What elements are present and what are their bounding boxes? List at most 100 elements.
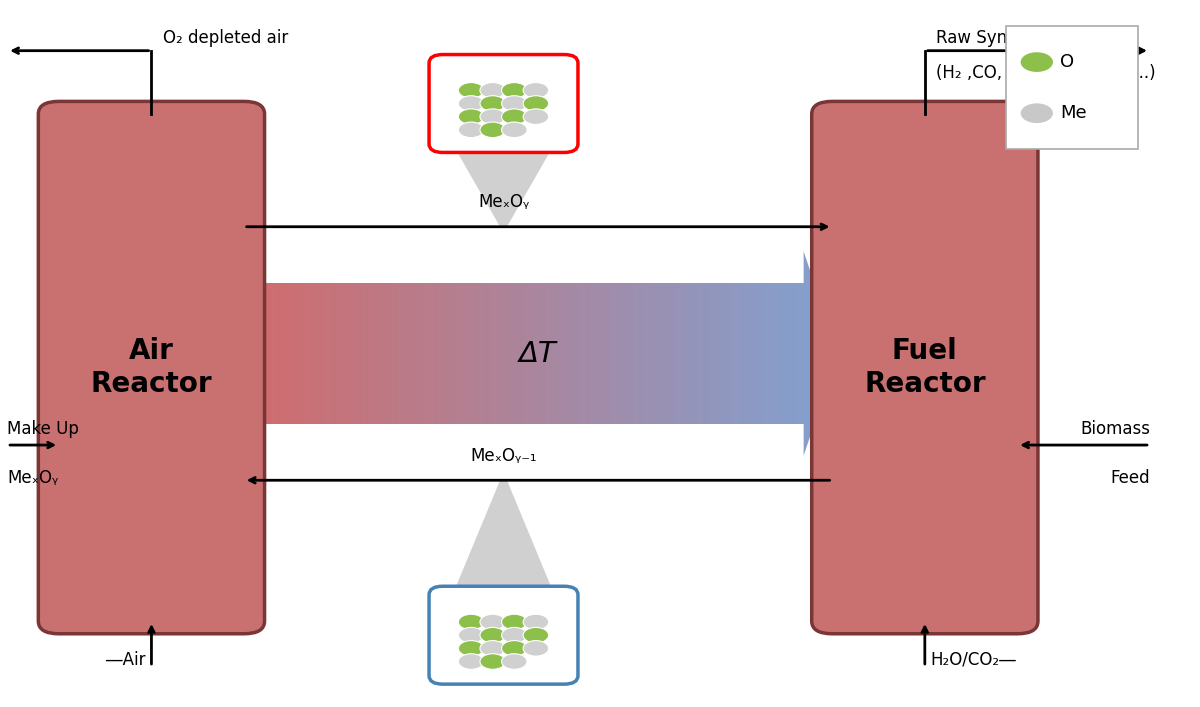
Circle shape	[502, 95, 527, 111]
Polygon shape	[587, 283, 588, 424]
Polygon shape	[337, 283, 340, 424]
Polygon shape	[564, 283, 566, 424]
Polygon shape	[438, 283, 440, 424]
Polygon shape	[554, 283, 557, 424]
Polygon shape	[484, 283, 485, 424]
Polygon shape	[281, 283, 283, 424]
Circle shape	[1021, 103, 1052, 123]
Circle shape	[458, 122, 484, 138]
Polygon shape	[668, 283, 671, 424]
Polygon shape	[781, 283, 784, 424]
Polygon shape	[751, 283, 754, 424]
Polygon shape	[684, 283, 685, 424]
Polygon shape	[800, 283, 802, 424]
Polygon shape	[450, 283, 451, 424]
Polygon shape	[618, 283, 620, 424]
Polygon shape	[744, 283, 745, 424]
Text: MeₓOᵧ₋₁: MeₓOᵧ₋₁	[470, 447, 536, 464]
Polygon shape	[413, 283, 414, 424]
Polygon shape	[560, 283, 562, 424]
Circle shape	[480, 83, 505, 98]
Text: H₂O/CO₂―: H₂O/CO₂―	[930, 651, 1016, 669]
FancyBboxPatch shape	[38, 101, 264, 633]
Polygon shape	[468, 283, 470, 424]
Polygon shape	[524, 283, 527, 424]
Polygon shape	[553, 283, 554, 424]
Text: ΔT: ΔT	[520, 339, 557, 368]
Polygon shape	[617, 283, 618, 424]
Polygon shape	[481, 283, 484, 424]
Text: O: O	[1060, 53, 1074, 71]
Polygon shape	[557, 283, 558, 424]
Polygon shape	[721, 283, 724, 424]
Polygon shape	[792, 283, 794, 424]
Polygon shape	[680, 283, 682, 424]
Polygon shape	[510, 283, 511, 424]
Circle shape	[480, 627, 505, 643]
Polygon shape	[702, 283, 704, 424]
Polygon shape	[397, 283, 400, 424]
Circle shape	[502, 109, 527, 124]
Polygon shape	[431, 283, 433, 424]
Polygon shape	[401, 283, 403, 424]
Polygon shape	[274, 283, 276, 424]
Circle shape	[523, 83, 548, 98]
Polygon shape	[302, 283, 304, 424]
Polygon shape	[502, 283, 504, 424]
Polygon shape	[467, 283, 468, 424]
Polygon shape	[697, 283, 698, 424]
Polygon shape	[794, 283, 796, 424]
Polygon shape	[394, 283, 396, 424]
Polygon shape	[772, 283, 774, 424]
Polygon shape	[491, 283, 493, 424]
Polygon shape	[737, 283, 738, 424]
Polygon shape	[745, 283, 748, 424]
Polygon shape	[719, 283, 721, 424]
Polygon shape	[628, 283, 630, 424]
Polygon shape	[727, 283, 728, 424]
Polygon shape	[251, 283, 253, 424]
Polygon shape	[547, 283, 548, 424]
Polygon shape	[566, 283, 568, 424]
Polygon shape	[779, 283, 781, 424]
Polygon shape	[257, 283, 259, 424]
Circle shape	[502, 614, 527, 630]
Polygon shape	[757, 283, 758, 424]
Text: Biomass: Biomass	[1080, 420, 1150, 438]
Polygon shape	[323, 283, 324, 424]
Polygon shape	[630, 283, 631, 424]
Polygon shape	[478, 283, 480, 424]
Polygon shape	[353, 283, 354, 424]
Polygon shape	[360, 283, 361, 424]
Circle shape	[502, 83, 527, 98]
Polygon shape	[451, 283, 454, 424]
Polygon shape	[461, 283, 463, 424]
Polygon shape	[672, 283, 674, 424]
Polygon shape	[407, 283, 408, 424]
Polygon shape	[263, 283, 264, 424]
Polygon shape	[452, 144, 554, 227]
Polygon shape	[677, 283, 678, 424]
Polygon shape	[791, 283, 792, 424]
Polygon shape	[530, 283, 532, 424]
Polygon shape	[311, 283, 313, 424]
Polygon shape	[532, 283, 534, 424]
Polygon shape	[494, 283, 497, 424]
Polygon shape	[259, 283, 260, 424]
Polygon shape	[264, 283, 266, 424]
Polygon shape	[404, 283, 407, 424]
Polygon shape	[356, 283, 358, 424]
Text: Feed: Feed	[1110, 469, 1150, 487]
Circle shape	[458, 654, 484, 670]
Polygon shape	[644, 283, 647, 424]
Polygon shape	[712, 283, 714, 424]
Polygon shape	[748, 283, 749, 424]
Polygon shape	[652, 283, 654, 424]
Polygon shape	[768, 283, 770, 424]
Polygon shape	[691, 283, 694, 424]
Polygon shape	[448, 283, 450, 424]
Polygon shape	[654, 283, 655, 424]
Polygon shape	[568, 283, 570, 424]
Polygon shape	[463, 283, 464, 424]
Polygon shape	[424, 283, 426, 424]
